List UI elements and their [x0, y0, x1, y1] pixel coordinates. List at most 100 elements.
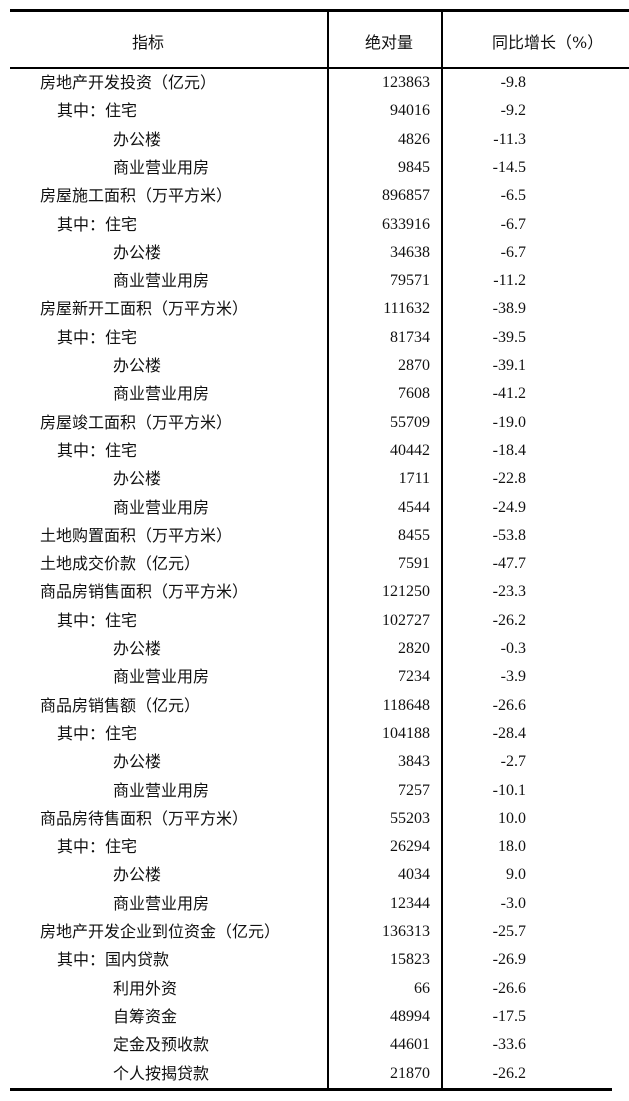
row-absolute-value: 44601: [390, 1036, 430, 1054]
row-label: 办公楼: [113, 469, 162, 489]
row-absolute-value: 4826: [398, 130, 430, 148]
table-row: 办公楼 4034 9.0: [0, 861, 629, 889]
table-row: 商业营业用房 7234 -3.9: [0, 663, 629, 691]
row-absolute-value: 4544: [398, 498, 430, 516]
row-yoy-growth: -53.8: [492, 526, 526, 544]
row-absolute-value: 9845: [398, 158, 430, 176]
row-yoy-growth: -23.3: [492, 583, 526, 601]
row-yoy-growth: -26.6: [492, 696, 526, 714]
row-yoy-growth: -28.4: [492, 724, 526, 742]
table-row: 房屋施工面积（万平方米） 896857 -6.5: [0, 182, 629, 210]
row-label: 房屋新开工面积（万平方米）: [40, 299, 249, 319]
row-absolute-value: 8455: [398, 526, 430, 544]
row-absolute-value: 123863: [382, 74, 430, 91]
row-label: 自筹资金: [113, 1006, 178, 1026]
row-yoy-growth: -11.3: [493, 130, 526, 148]
row-yoy-growth: 18.0: [498, 838, 526, 856]
table-row: 其中：国内贷款 15823 -26.9: [0, 946, 629, 974]
header-indicator: 指标: [132, 33, 165, 52]
table-row: 办公楼 34638 -6.7: [0, 239, 629, 267]
table-row: 房屋新开工面积（万平方米） 111632 -38.9: [0, 295, 629, 323]
row-yoy-growth: -38.9: [492, 300, 526, 318]
row-label: 其中：住宅: [57, 327, 138, 347]
table-row: 其中：住宅 81734 -39.5: [0, 324, 629, 352]
table-row: 房地产开发企业到位资金（亿元） 136313 -25.7: [0, 918, 629, 946]
row-yoy-growth: -10.1: [492, 781, 526, 799]
row-yoy-growth: -6.7: [500, 215, 526, 233]
table-row: 其中：住宅 633916 -6.7: [0, 211, 629, 239]
row-yoy-growth: -25.7: [492, 923, 526, 940]
row-absolute-value: 21870: [390, 1064, 430, 1082]
table-row: 商品房销售面积（万平方米） 121250 -23.3: [0, 578, 629, 606]
row-label: 商业营业用房: [113, 667, 210, 687]
row-yoy-growth: -3.0: [500, 894, 526, 912]
table-row: 商业营业用房 12344 -3.0: [0, 890, 629, 918]
table-row: 商业营业用房 7608 -41.2: [0, 380, 629, 408]
row-label: 其中：住宅: [57, 440, 138, 460]
row-yoy-growth: -14.5: [492, 158, 526, 176]
row-label: 商业营业用房: [113, 497, 210, 517]
row-absolute-value: 896857: [382, 187, 430, 205]
row-absolute-value: 633916: [382, 215, 430, 233]
row-absolute-value: 118648: [382, 696, 430, 714]
table-row: 商业营业用房 7257 -10.1: [0, 777, 629, 805]
table-row: 其中：住宅 102727 -26.2: [0, 607, 629, 635]
row-label: 房屋施工面积（万平方米）: [40, 186, 233, 206]
row-label: 土地购置面积（万平方米）: [40, 525, 233, 545]
table-row: 利用外资 66 -26.6: [0, 975, 629, 1003]
table-bottom-border: [10, 1088, 612, 1091]
table-row: 定金及预收款 44601 -33.6: [0, 1031, 629, 1059]
row-absolute-value: 136313: [382, 923, 430, 940]
row-label: 房地产开发投资（亿元）: [40, 73, 217, 92]
row-label: 办公楼: [113, 865, 162, 885]
row-absolute-value: 2820: [398, 640, 430, 657]
table-row: 自筹资金 48994 -17.5: [0, 1003, 629, 1031]
row-label: 办公楼: [113, 752, 162, 772]
row-label: 其中：住宅: [57, 610, 138, 630]
table-header: 指标 绝对量 同比增长（%）: [10, 12, 629, 69]
row-label: 个人按揭贷款: [113, 1063, 210, 1083]
row-absolute-value: 79571: [390, 272, 430, 290]
table-row: 商业营业用房 9845 -14.5: [0, 154, 629, 182]
row-absolute-value: 7257: [398, 781, 430, 799]
row-yoy-growth: -33.6: [492, 1036, 526, 1054]
row-label: 商品房待售面积（万平方米）: [40, 808, 249, 828]
table-row: 土地购置面积（万平方米） 8455 -53.8: [0, 522, 629, 550]
table-row: 办公楼 3843 -2.7: [0, 748, 629, 776]
row-label: 其中：住宅: [57, 723, 138, 743]
row-absolute-value: 66: [414, 979, 430, 997]
row-absolute-value: 2870: [398, 357, 430, 374]
row-absolute-value: 55203: [390, 809, 430, 827]
table-row: 办公楼 2820 -0.3: [0, 635, 629, 663]
table-top-border: [10, 9, 629, 12]
row-label: 商业营业用房: [113, 780, 210, 800]
row-yoy-growth: -47.7: [492, 555, 526, 573]
row-yoy-growth: -24.9: [492, 498, 526, 516]
row-label: 办公楼: [113, 242, 162, 262]
table-row: 商品房销售额（亿元） 118648 -26.6: [0, 692, 629, 720]
column-divider: [441, 9, 443, 1091]
row-label: 其中：住宅: [57, 837, 138, 857]
header-yoy: 同比增长（%）: [492, 33, 604, 52]
row-absolute-value: 48994: [390, 1007, 430, 1025]
header-absolute: 绝对量: [365, 33, 414, 52]
row-absolute-value: 111632: [383, 300, 430, 318]
row-absolute-value: 26294: [390, 838, 430, 856]
row-absolute-value: 3843: [398, 753, 430, 771]
row-yoy-growth: -26.6: [492, 979, 526, 997]
row-yoy-growth: 9.0: [506, 866, 526, 884]
row-yoy-growth: -26.9: [492, 951, 526, 969]
row-absolute-value: 7234: [398, 668, 430, 686]
table-row: 其中：住宅 26294 18.0: [0, 833, 629, 861]
row-yoy-growth: -19.0: [492, 413, 526, 431]
table-row: 办公楼 2870 -39.1: [0, 352, 629, 380]
table-row: 商品房待售面积（万平方米） 55203 10.0: [0, 805, 629, 833]
row-yoy-growth: -6.7: [500, 243, 526, 261]
row-label: 商业营业用房: [113, 157, 210, 177]
row-yoy-growth: -26.2: [492, 1064, 526, 1082]
table-row: 土地成交价款（亿元） 7591 -47.7: [0, 550, 629, 578]
row-absolute-value: 12344: [390, 894, 430, 912]
row-yoy-growth: -18.4: [492, 441, 526, 459]
row-absolute-value: 81734: [390, 328, 430, 346]
row-absolute-value: 55709: [390, 413, 430, 431]
